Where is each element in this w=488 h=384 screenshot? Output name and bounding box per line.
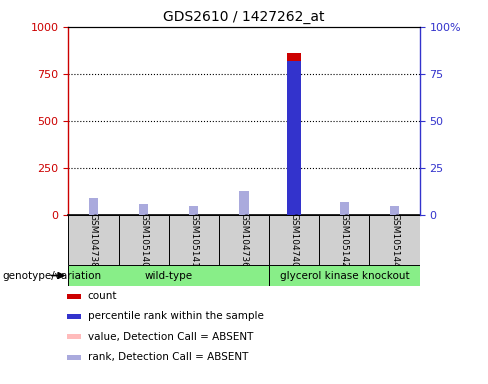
Bar bbox=[390, 206, 399, 215]
Bar bbox=[189, 214, 198, 215]
FancyBboxPatch shape bbox=[119, 215, 169, 265]
FancyBboxPatch shape bbox=[68, 265, 269, 286]
Text: GSM105144: GSM105144 bbox=[390, 213, 399, 267]
Text: rank, Detection Call = ABSENT: rank, Detection Call = ABSENT bbox=[88, 352, 248, 362]
FancyBboxPatch shape bbox=[269, 265, 420, 286]
Bar bbox=[67, 334, 81, 339]
Bar bbox=[189, 206, 198, 215]
Text: GSM104738: GSM104738 bbox=[89, 213, 98, 267]
Bar bbox=[240, 190, 248, 215]
Text: GSM105141: GSM105141 bbox=[189, 213, 198, 267]
Text: glycerol kinase knockout: glycerol kinase knockout bbox=[280, 270, 409, 281]
Bar bbox=[89, 198, 98, 215]
Text: GSM104740: GSM104740 bbox=[290, 213, 299, 267]
Text: wild-type: wild-type bbox=[144, 270, 193, 281]
FancyBboxPatch shape bbox=[319, 215, 369, 265]
Text: GSM105142: GSM105142 bbox=[340, 213, 349, 267]
Bar bbox=[67, 354, 81, 359]
FancyBboxPatch shape bbox=[169, 215, 219, 265]
Text: value, Detection Call = ABSENT: value, Detection Call = ABSENT bbox=[88, 332, 253, 342]
Text: GSM104736: GSM104736 bbox=[240, 213, 248, 267]
Text: GSM105140: GSM105140 bbox=[139, 213, 148, 267]
FancyBboxPatch shape bbox=[269, 215, 319, 265]
Bar bbox=[139, 204, 148, 215]
Bar bbox=[89, 213, 98, 215]
Bar bbox=[240, 214, 248, 215]
Bar bbox=[67, 314, 81, 319]
Bar bbox=[287, 53, 301, 215]
Bar bbox=[340, 202, 349, 215]
Title: GDS2610 / 1427262_at: GDS2610 / 1427262_at bbox=[163, 10, 325, 25]
FancyBboxPatch shape bbox=[68, 215, 119, 265]
Text: count: count bbox=[88, 291, 117, 301]
Bar bbox=[67, 294, 81, 299]
FancyBboxPatch shape bbox=[219, 215, 269, 265]
Text: genotype/variation: genotype/variation bbox=[2, 270, 102, 281]
Bar bbox=[287, 61, 301, 215]
Text: percentile rank within the sample: percentile rank within the sample bbox=[88, 311, 264, 321]
Bar bbox=[139, 214, 148, 215]
FancyBboxPatch shape bbox=[369, 215, 420, 265]
